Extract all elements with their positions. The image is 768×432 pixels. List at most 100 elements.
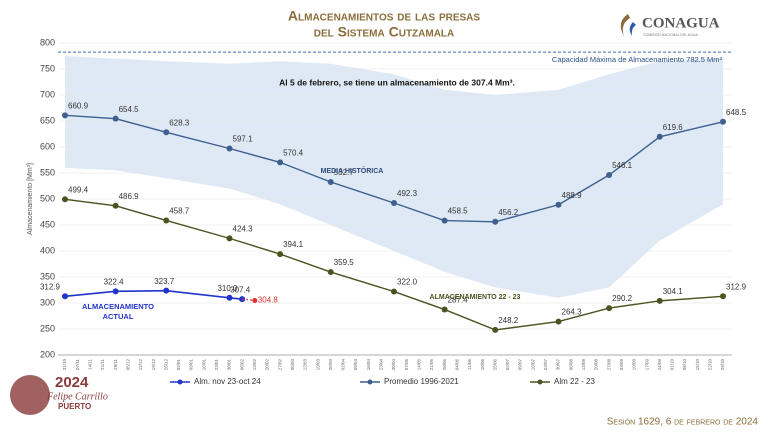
y-tick-label: 550 (40, 167, 55, 177)
data-label: 323.7 (154, 277, 175, 286)
data-label: 304.1 (663, 287, 684, 296)
annotation: Al 5 de febrero, se tiene un almacenamie… (279, 77, 515, 87)
legend-label: Alm 22 - 23 (554, 377, 595, 386)
emblem-place: PUERTO (58, 402, 91, 411)
conagua-logo: CONAGUA COMISIÓN NACIONAL DEL AGUA (620, 14, 720, 37)
point (555, 201, 562, 208)
data-label: 619.6 (663, 123, 684, 132)
y-tick-label: 750 (40, 63, 55, 73)
legend-marker (367, 379, 373, 385)
x-tick-label: 21/11 (100, 359, 105, 370)
x-tick-label: 13/02 (252, 359, 257, 371)
x-tick-label: 20/08 (594, 359, 599, 371)
data-label: 628.3 (169, 118, 190, 127)
data-label: 648.5 (726, 108, 747, 117)
title: Almacenamientos de las presas (288, 8, 480, 24)
x-tick-label: 06/08 (568, 359, 573, 371)
data-label: 458.5 (448, 207, 469, 216)
y-tick-label: 700 (40, 89, 55, 99)
point (656, 297, 663, 304)
x-tick-label: 21/05 (429, 359, 434, 371)
x-tick-label: 23/07 (543, 359, 548, 371)
data-label: 322.0 (397, 278, 418, 287)
y-tick-label: 800 (40, 37, 55, 47)
x-tick-label: 15/10 (695, 359, 700, 371)
legend-label: Alm. nov 23-oct 24 (194, 377, 261, 386)
y-tick-label: 250 (40, 323, 55, 333)
y-tick-label: 350 (40, 271, 55, 281)
x-tick-label: 16/04 (366, 359, 371, 371)
point (62, 112, 68, 119)
x-tick-label: 16/07 (530, 359, 535, 371)
x-tick-label: 06/02 (239, 359, 244, 371)
x-tick-label: 07/11 (75, 359, 80, 370)
data-label: 488.9 (562, 191, 583, 200)
x-tick-label: 08/10 (682, 359, 687, 371)
point (277, 159, 284, 166)
y-tick-label: 600 (40, 141, 55, 151)
point (555, 318, 562, 325)
x-tick-label: 28/11 (113, 359, 118, 370)
point (391, 288, 397, 295)
x-tick-label: 18/06 (480, 359, 485, 371)
data-label: 570.4 (283, 149, 304, 158)
logo-subtitle: COMISIÓN NACIONAL DEL AGUA (643, 32, 698, 37)
x-tick-label: 30/07 (556, 359, 561, 371)
x-tick-label: 26/03 (328, 359, 333, 371)
x-tick-label: 19/12 (151, 359, 156, 371)
x-tick-label: 07/05 (404, 359, 409, 371)
data-label: 394.1 (283, 240, 304, 249)
x-tick-label: 31/10 (62, 359, 67, 371)
historical-range (65, 56, 723, 298)
point (606, 172, 613, 179)
point (112, 115, 119, 122)
x-tick-label: 03/09 (619, 359, 624, 371)
x-tick-label: 16/01 (201, 359, 206, 371)
data-label: 310.0 (217, 284, 238, 293)
x-tick-label: 12/03 (303, 359, 308, 371)
logo-icon (629, 22, 636, 36)
x-tick-label: 25/06 (492, 359, 497, 371)
point (226, 235, 233, 242)
x-tick-label: 05/03 (290, 359, 295, 371)
data-label: 654.5 (119, 105, 140, 114)
x-tick-label: 24/09 (657, 359, 662, 371)
point (163, 287, 170, 294)
x-tick-label: 20/02 (265, 359, 270, 371)
point (327, 269, 334, 276)
y-axis-label: Almacenamiento [Mm³] (27, 163, 34, 235)
y-tick-label: 400 (40, 245, 55, 255)
point (492, 218, 499, 225)
data-label: 248.2 (498, 316, 519, 325)
x-tick-label: 14/05 (416, 359, 421, 371)
y-tick-label: 650 (40, 115, 55, 125)
point (720, 293, 726, 300)
data-label: 312.9 (726, 282, 747, 291)
x-tick-label: 05/12 (125, 359, 130, 371)
x-tick-label: 10/09 (632, 359, 637, 371)
point (656, 133, 663, 140)
x-tick-label: 28/05 (442, 359, 447, 371)
x-tick-label: 17/09 (644, 359, 649, 371)
point (226, 294, 233, 301)
logo-text: CONAGUA (642, 15, 720, 31)
annotation: MEDIA HISTÓRICA (321, 166, 384, 175)
x-tick-label: 02/01 (176, 359, 181, 371)
point (62, 293, 68, 300)
emblem-portrait (10, 375, 50, 415)
data-label: 359.5 (334, 258, 355, 267)
y-tick-label: 300 (40, 297, 55, 307)
data-label: 264.3 (562, 308, 583, 317)
title: del Sistema Cutzamala (314, 24, 455, 40)
x-tick-label: 26/12 (163, 359, 168, 371)
logo-icon (620, 14, 630, 36)
emblem-name: Felipe Carrillo (46, 391, 108, 402)
x-tick-label: 11/06 (467, 359, 472, 370)
point (441, 306, 448, 313)
point (226, 145, 233, 152)
data-label: 290.2 (612, 294, 633, 303)
y-tick-label: 450 (40, 219, 55, 229)
x-tick-label: 01/10 (670, 359, 675, 371)
data-label: 307.4 (230, 285, 251, 294)
